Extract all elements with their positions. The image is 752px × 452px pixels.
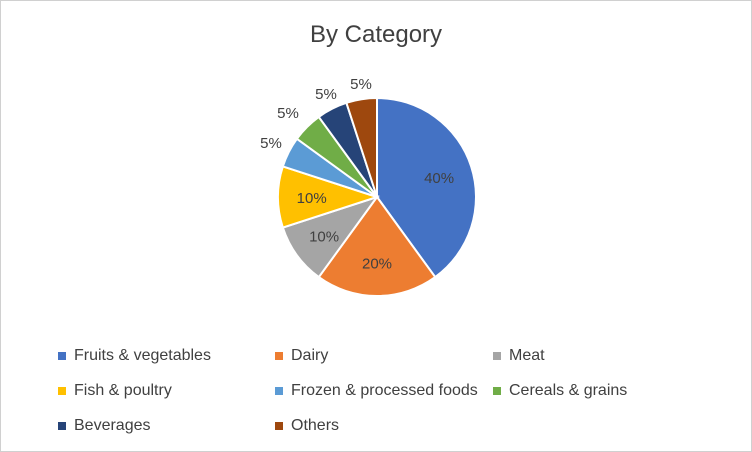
pie-slice (345, 96, 378, 198)
data-label: 20% (362, 255, 392, 272)
data-label: 5% (260, 135, 282, 152)
data-label: 40% (424, 170, 454, 187)
data-label: 5% (315, 86, 337, 103)
pie-slice (376, 96, 477, 279)
data-label: 10% (309, 228, 339, 245)
pie-slice (317, 195, 437, 297)
data-label: 5% (277, 105, 299, 122)
chart-title: By Category (309, 21, 443, 48)
data-label: 10% (297, 190, 327, 207)
data-label: 5% (350, 76, 372, 93)
